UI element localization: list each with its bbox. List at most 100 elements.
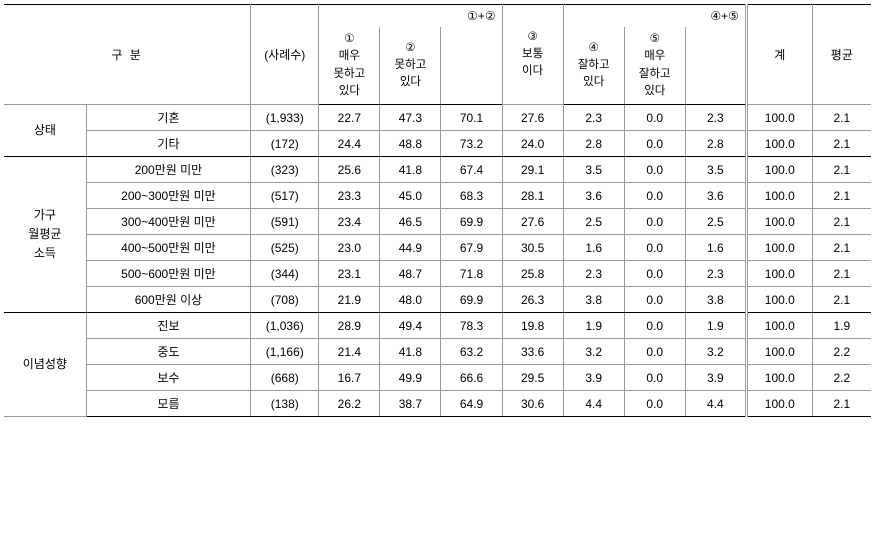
cell-v3: 29.1 — [502, 157, 563, 183]
cell-avg: 2.1 — [812, 183, 871, 209]
cell-total: 100.0 — [746, 183, 812, 209]
cell-n: (517) — [251, 183, 319, 209]
cell-n: (1,166) — [251, 339, 319, 365]
cell-v2: 38.7 — [380, 391, 441, 417]
cell-v1: 22.7 — [319, 105, 380, 131]
table-row: 600만원 이상(708)21.948.069.926.33.80.03.810… — [4, 287, 871, 313]
table-row: 중도(1,166)21.441.863.233.63.20.03.2100.02… — [4, 339, 871, 365]
cell-v5: 0.0 — [624, 391, 685, 417]
cell-s45: 3.8 — [685, 287, 746, 313]
cell-n: (172) — [251, 131, 319, 157]
cell-n: (323) — [251, 157, 319, 183]
cell-v1: 21.4 — [319, 339, 380, 365]
cell-avg: 2.2 — [812, 339, 871, 365]
cell-v4: 2.5 — [563, 209, 624, 235]
cell-v5: 0.0 — [624, 209, 685, 235]
header-gubun: 구 분 — [4, 5, 251, 105]
cell-s45: 2.3 — [685, 261, 746, 287]
cell-n: (1,036) — [251, 313, 319, 339]
cell-v5: 0.0 — [624, 157, 685, 183]
cell-s12: 67.4 — [441, 157, 502, 183]
cell-v4: 2.8 — [563, 131, 624, 157]
header-opt1: ① 매우 못하고 있다 — [319, 27, 380, 105]
cell-v2: 49.9 — [380, 365, 441, 391]
header-combo12: ①+② — [319, 5, 502, 28]
cell-avg: 1.9 — [812, 313, 871, 339]
cell-v4: 1.6 — [563, 235, 624, 261]
header-opt2: ② 못하고 있다 — [380, 27, 441, 105]
cell-v5: 0.0 — [624, 105, 685, 131]
cell-v3: 27.6 — [502, 105, 563, 131]
cell-v3: 28.1 — [502, 183, 563, 209]
cell-v1: 21.9 — [319, 287, 380, 313]
cell-v4: 3.2 — [563, 339, 624, 365]
cell-s45: 3.2 — [685, 339, 746, 365]
cell-v1: 16.7 — [319, 365, 380, 391]
cell-total: 100.0 — [746, 287, 812, 313]
cell-avg: 2.1 — [812, 105, 871, 131]
table-row: 300~400만원 미만(591)23.446.569.927.62.50.02… — [4, 209, 871, 235]
cell-v1: 24.4 — [319, 131, 380, 157]
cell-s45: 3.6 — [685, 183, 746, 209]
opt4-l2: 있다 — [583, 76, 604, 88]
cell-avg: 2.2 — [812, 365, 871, 391]
cell-n: (668) — [251, 365, 319, 391]
cell-n: (344) — [251, 261, 319, 287]
cell-v2: 44.9 — [380, 235, 441, 261]
cell-s45: 4.4 — [685, 391, 746, 417]
cell-v3: 33.6 — [502, 339, 563, 365]
opt1-num: ① — [344, 33, 354, 45]
cell-v2: 46.5 — [380, 209, 441, 235]
cell-v4: 2.3 — [563, 261, 624, 287]
cell-s45: 1.9 — [685, 313, 746, 339]
cell-s12: 64.9 — [441, 391, 502, 417]
cell-v3: 30.6 — [502, 391, 563, 417]
cell-v1: 23.0 — [319, 235, 380, 261]
cell-total: 100.0 — [746, 157, 812, 183]
cell-s45: 2.8 — [685, 131, 746, 157]
table-row: 가구 월평균 소득200만원 미만(323)25.641.867.429.13.… — [4, 157, 871, 183]
cell-v1: 23.4 — [319, 209, 380, 235]
group-label: 상태 — [4, 105, 86, 157]
cell-avg: 2.1 — [812, 287, 871, 313]
cell-v3: 24.0 — [502, 131, 563, 157]
opt3-num: ③ — [527, 31, 537, 43]
table-row: 400~500만원 미만(525)23.044.967.930.51.60.01… — [4, 235, 871, 261]
cell-v5: 0.0 — [624, 287, 685, 313]
cell-avg: 2.1 — [812, 157, 871, 183]
opt3-l2: 이다 — [522, 65, 543, 77]
opt2-num: ② — [405, 42, 415, 54]
row-label: 300~400만원 미만 — [86, 209, 250, 235]
header-avg: 평균 — [812, 5, 871, 105]
cell-v5: 0.0 — [624, 339, 685, 365]
cell-s12: 71.8 — [441, 261, 502, 287]
cell-total: 100.0 — [746, 131, 812, 157]
header-cases: (사례수) — [251, 5, 319, 105]
cell-v2: 48.0 — [380, 287, 441, 313]
cell-v1: 23.1 — [319, 261, 380, 287]
cell-v2: 45.0 — [380, 183, 441, 209]
cell-s45: 1.6 — [685, 235, 746, 261]
cell-s12: 69.9 — [441, 287, 502, 313]
cell-s12: 63.2 — [441, 339, 502, 365]
header-opt4: ④ 잘하고 있다 — [563, 27, 624, 105]
cell-n: (525) — [251, 235, 319, 261]
table-row: 기타(172)24.448.873.224.02.80.02.8100.02.1 — [4, 131, 871, 157]
cell-v3: 26.3 — [502, 287, 563, 313]
cell-v3: 27.6 — [502, 209, 563, 235]
opt3-l1: 보통 — [522, 48, 543, 60]
cell-v4: 3.9 — [563, 365, 624, 391]
cell-s12: 68.3 — [441, 183, 502, 209]
cell-n: (591) — [251, 209, 319, 235]
cell-s12: 70.1 — [441, 105, 502, 131]
opt2-l1: 못하고 — [395, 59, 427, 71]
cell-v3: 30.5 — [502, 235, 563, 261]
cell-v3: 19.8 — [502, 313, 563, 339]
row-label: 중도 — [86, 339, 250, 365]
cell-v5: 0.0 — [624, 131, 685, 157]
opt1-l2: 못하고 — [333, 68, 365, 80]
table-row: 상태기혼(1,933)22.747.370.127.62.30.02.3100.… — [4, 105, 871, 131]
row-label: 600만원 이상 — [86, 287, 250, 313]
cell-avg: 2.1 — [812, 209, 871, 235]
row-label: 400~500만원 미만 — [86, 235, 250, 261]
